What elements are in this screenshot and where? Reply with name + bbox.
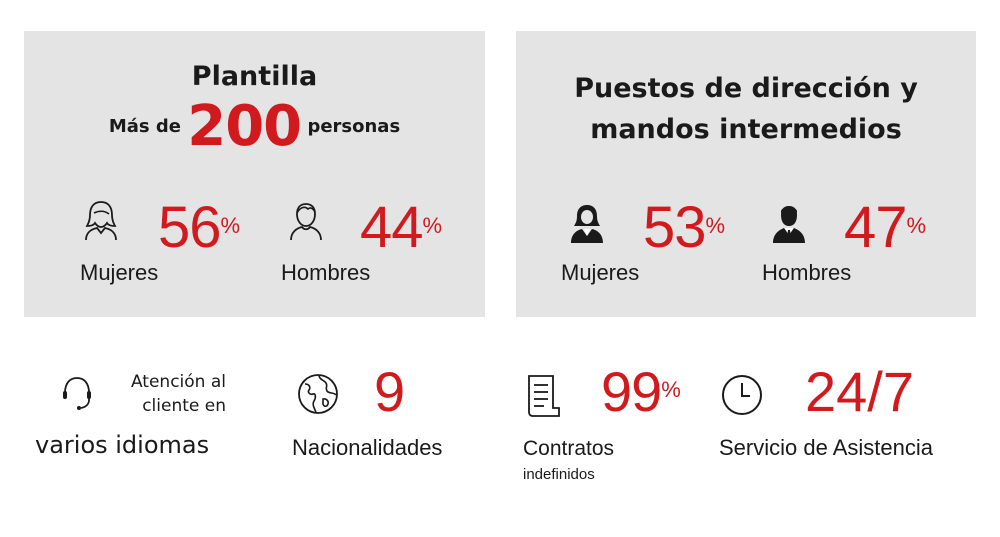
contratos-sublabel: indefinidos xyxy=(523,466,595,483)
puestos-women-label: Mujeres xyxy=(561,260,640,285)
nacionalidades-value: 9 xyxy=(374,360,406,423)
contratos-value: 99% xyxy=(601,360,681,423)
plantilla-subtitle-prefix: Más de xyxy=(108,116,181,137)
plantilla-men-percent: 44% xyxy=(360,195,443,260)
servicio-value: 24/7 xyxy=(805,360,914,423)
plantilla-title: Plantilla xyxy=(191,61,318,92)
puestos-women-percent: 53% xyxy=(643,195,726,260)
nacionalidades-label: Nacionalidades xyxy=(292,435,443,460)
globe-icon xyxy=(298,374,338,414)
atencion-line1: Atención al xyxy=(130,372,226,392)
man-outline-icon xyxy=(290,203,322,241)
clock-icon xyxy=(722,375,762,415)
document-icon xyxy=(528,375,560,417)
businesswoman-icon xyxy=(571,205,603,243)
plantilla-card: Plantilla Más de 200 personas 56% Mujere… xyxy=(24,31,485,317)
puestos-title-line2: mandos intermedios xyxy=(590,114,902,145)
puestos-men-percent: 47% xyxy=(844,195,927,260)
plantilla-subtitle-suffix: personas xyxy=(307,116,401,137)
plantilla-women-percent: 56% xyxy=(158,195,241,260)
plantilla-women-label: Mujeres xyxy=(80,260,159,285)
woman-outline-icon xyxy=(85,201,117,241)
businessman-icon xyxy=(773,206,805,243)
plantilla-men-label: Hombres xyxy=(281,260,371,285)
atencion-line2: cliente en xyxy=(142,396,226,416)
contratos-label: Contratos xyxy=(523,437,615,460)
puestos-card: Puestos de dirección y mandos intermedio… xyxy=(516,31,976,317)
atencion-line3: varios idiomas xyxy=(35,431,210,459)
servicio-label: Servicio de Asistencia xyxy=(719,435,933,460)
plantilla-count: 200 xyxy=(187,94,302,159)
puestos-men-label: Hombres xyxy=(762,260,852,285)
puestos-title-line1: Puestos de dirección y xyxy=(574,73,918,104)
plantilla-subtitle: Más de 200 personas xyxy=(24,97,485,157)
headset-icon xyxy=(63,377,91,410)
